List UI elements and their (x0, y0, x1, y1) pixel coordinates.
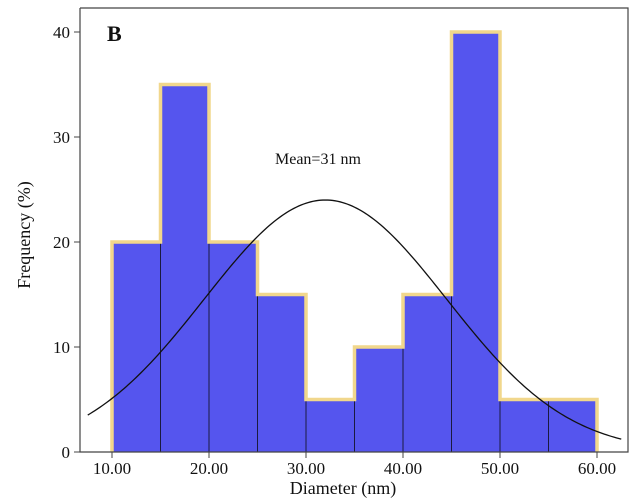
bars-layer (111, 31, 598, 453)
x-tick-label: 20.00 (190, 459, 228, 478)
bar-4 (257, 294, 307, 453)
bar-5 (305, 399, 355, 453)
histogram-outline (110, 30, 599, 452)
y-axis-title: Frequency (%) (14, 181, 35, 288)
bar-2 (160, 84, 210, 453)
y-tick-label: 40 (53, 23, 70, 42)
panel-label: B (107, 21, 122, 46)
x-tick-label: 40.00 (384, 459, 422, 478)
bar-7 (402, 294, 452, 453)
axis-frame (79, 7, 629, 453)
bar-1 (111, 241, 161, 453)
y-tick-label: 20 (53, 233, 70, 252)
x-axis-ticks: 10.00 20.00 30.00 40.00 50.00 60.00 (93, 452, 616, 478)
y-tick-label: 0 (62, 443, 71, 462)
x-tick-label: 10.00 (93, 459, 131, 478)
x-axis-title: Diameter (nm) (290, 478, 396, 499)
y-tick-label: 10 (53, 338, 70, 357)
y-axis-ticks: 0 10 20 30 40 (53, 23, 80, 462)
bar-10 (548, 399, 598, 453)
bar-3 (208, 241, 258, 453)
mean-annotation: Mean=31 nm (275, 151, 361, 168)
x-tick-label: 50.00 (481, 459, 519, 478)
x-tick-label: 30.00 (287, 459, 325, 478)
bar-8 (451, 31, 501, 453)
x-tick-label: 60.00 (578, 459, 616, 478)
normal-curve (87, 199, 622, 440)
y-tick-label: 30 (53, 128, 70, 147)
bar-6 (354, 346, 404, 453)
bar-9 (499, 399, 549, 453)
